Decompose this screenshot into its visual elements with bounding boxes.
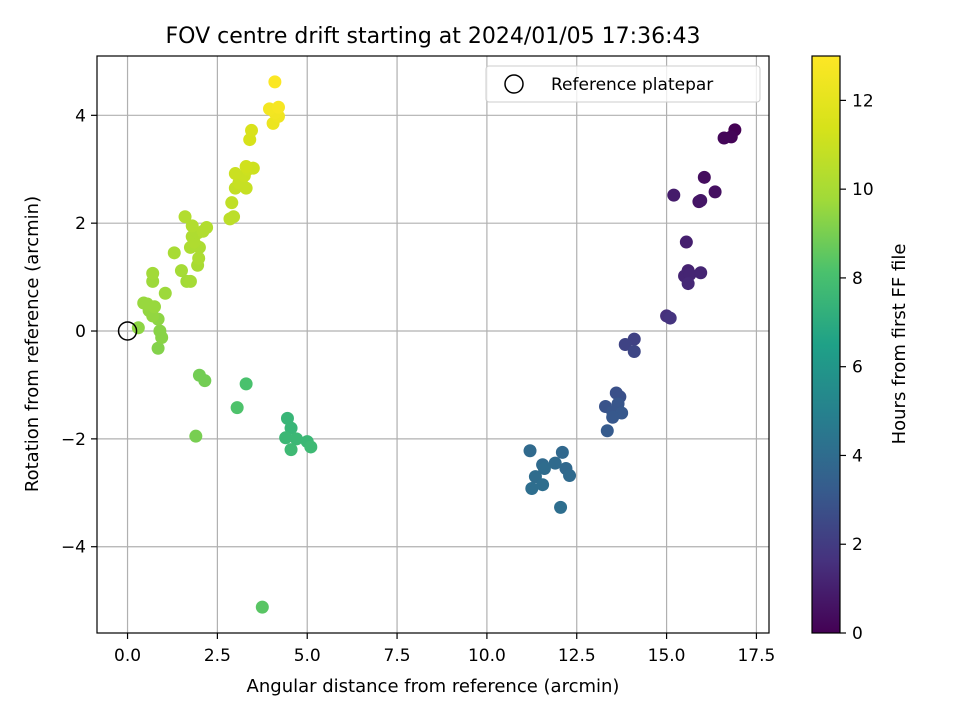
x-tick-label: 10.0 <box>468 646 506 666</box>
data-point <box>147 300 161 314</box>
data-point <box>284 443 298 457</box>
data-point <box>606 410 620 424</box>
y-tick-label: 4 <box>75 106 86 126</box>
data-point <box>708 185 722 199</box>
data-point <box>225 196 239 210</box>
data-point <box>227 210 241 224</box>
data-point <box>600 424 614 438</box>
data-point <box>284 421 298 435</box>
colorbar-tick-label: 2 <box>852 535 863 555</box>
data-point <box>681 277 695 291</box>
colorbar-tick-label: 10 <box>852 180 874 200</box>
reference-platepar-marker <box>117 321 138 341</box>
data-point <box>694 194 708 208</box>
data-point <box>667 188 681 202</box>
x-tick-label: 17.5 <box>737 646 775 666</box>
data-point <box>563 469 577 483</box>
colorbar-tick-label: 6 <box>852 358 863 378</box>
data-point <box>694 266 708 280</box>
data-point <box>151 341 165 355</box>
data-point <box>189 429 203 443</box>
data-point <box>174 264 188 278</box>
data-point <box>717 131 731 145</box>
x-tick-label: 5.0 <box>294 646 321 666</box>
data-point <box>525 481 539 495</box>
data-point <box>228 167 242 181</box>
data-point <box>271 100 285 114</box>
data-point <box>697 170 711 184</box>
y-tick-label: 0 <box>75 322 86 342</box>
data-point <box>679 235 693 249</box>
data-point <box>548 456 562 470</box>
data-point <box>167 246 181 260</box>
data-point <box>555 445 569 459</box>
x-tick-label: 15.0 <box>648 646 686 666</box>
legend-marker-icon <box>504 74 524 94</box>
x-axis-ticks: 0.0 2.5 5.0 7.5 10.0 12.5 15.0 17.5 <box>114 633 775 666</box>
grid <box>97 56 769 633</box>
data-point <box>200 220 214 234</box>
y-tick-label: 2 <box>75 214 86 234</box>
data-point <box>192 251 206 265</box>
y-tick-label: −4 <box>61 538 86 558</box>
x-tick-label: 0.0 <box>114 646 141 666</box>
data-point <box>663 311 677 325</box>
legend-label: Reference platepar <box>551 75 713 95</box>
data-point <box>279 431 293 445</box>
colorbar-ticks: 0 2 4 6 8 10 12 <box>840 91 874 644</box>
data-point <box>255 600 269 614</box>
data-point <box>183 274 197 288</box>
data-point <box>230 401 244 415</box>
colorbar-tick-label: 0 <box>852 624 863 644</box>
colorbar-tick-label: 8 <box>852 269 863 289</box>
colorbar-tick-label: 12 <box>852 91 874 111</box>
plot-area <box>97 56 769 633</box>
data-point <box>178 210 192 224</box>
colorbar-tick-label: 4 <box>852 446 863 466</box>
colorbar <box>811 55 841 634</box>
data-point <box>304 440 318 454</box>
y-tick-label: −2 <box>61 430 86 450</box>
data-point <box>523 444 537 458</box>
data-point <box>158 286 172 300</box>
data-point <box>245 123 259 137</box>
plot-frame <box>96 55 770 634</box>
data-point <box>554 500 568 514</box>
legend-box <box>485 65 761 103</box>
data-points <box>131 75 742 614</box>
colorbar-label: Hours from first FF file <box>889 244 910 445</box>
data-point <box>239 160 253 174</box>
y-axis-label: Rotation from reference (arcmin) <box>22 196 43 492</box>
data-point <box>198 374 212 388</box>
data-point <box>131 321 145 335</box>
chart-title: FOV centre drift starting at 2024/01/05 … <box>166 24 701 49</box>
data-point <box>289 432 303 446</box>
x-tick-label: 7.5 <box>384 646 411 666</box>
x-tick-label: 12.5 <box>558 646 596 666</box>
data-point <box>618 338 632 351</box>
data-point <box>239 377 253 391</box>
data-point <box>153 324 167 338</box>
data-point <box>627 345 641 359</box>
data-point <box>537 462 551 476</box>
x-axis-label: Angular distance from reference (arcmin) <box>247 676 620 697</box>
x-tick-label: 2.5 <box>204 646 231 666</box>
data-point <box>146 266 160 280</box>
data-point <box>185 219 199 233</box>
data-point <box>536 478 550 492</box>
y-axis-ticks: −4 −2 0 2 4 <box>61 106 97 558</box>
legend: Reference platepar <box>485 65 761 103</box>
data-point <box>268 75 282 89</box>
